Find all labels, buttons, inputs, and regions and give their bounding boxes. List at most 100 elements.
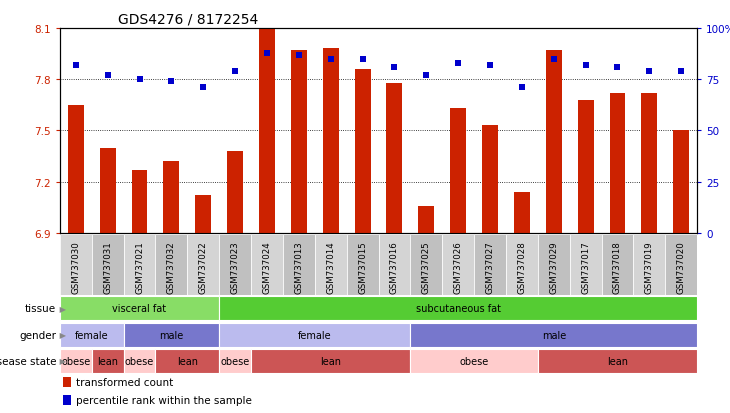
Text: GSM737030: GSM737030 <box>72 241 80 293</box>
Bar <box>546 51 561 233</box>
Bar <box>219 323 410 347</box>
Text: male: male <box>542 330 566 340</box>
Text: GSM737013: GSM737013 <box>294 241 304 293</box>
Point <box>484 62 496 69</box>
Bar <box>63 377 71 387</box>
Text: ▶: ▶ <box>57 330 66 339</box>
Bar <box>68 106 84 233</box>
Bar <box>291 51 307 233</box>
Point <box>70 62 82 69</box>
Point <box>612 64 623 71</box>
Bar <box>259 29 275 233</box>
Bar <box>283 236 315 296</box>
Bar <box>219 297 697 320</box>
Text: GSM737032: GSM737032 <box>167 241 176 293</box>
Bar <box>386 83 402 233</box>
Bar <box>323 49 339 233</box>
Bar <box>665 236 697 296</box>
Bar <box>92 349 123 373</box>
Text: GSM737024: GSM737024 <box>263 241 272 293</box>
Text: GSM737020: GSM737020 <box>677 241 685 293</box>
Bar <box>634 236 665 296</box>
Text: obese: obese <box>459 356 488 366</box>
Bar <box>155 349 219 373</box>
Bar <box>378 236 410 296</box>
Point <box>261 50 273 57</box>
Text: obese: obese <box>125 356 154 366</box>
Bar <box>514 192 530 233</box>
Text: disease state: disease state <box>0 356 56 366</box>
Bar <box>569 236 602 296</box>
Text: GSM737027: GSM737027 <box>485 241 494 293</box>
Point <box>134 77 145 83</box>
Point <box>453 60 464 67</box>
Text: obese: obese <box>61 356 91 366</box>
Point <box>229 69 241 75</box>
Point <box>101 73 113 79</box>
Text: GSM737028: GSM737028 <box>518 241 526 293</box>
Text: GDS4276 / 8172254: GDS4276 / 8172254 <box>118 13 258 27</box>
Bar <box>251 236 283 296</box>
Text: subcutaneous fat: subcutaneous fat <box>415 304 501 314</box>
Bar <box>577 100 593 233</box>
Bar <box>538 236 569 296</box>
Text: gender: gender <box>19 330 56 340</box>
Point <box>293 52 304 59</box>
Point <box>325 56 337 63</box>
Point <box>166 79 177 85</box>
Text: tissue: tissue <box>25 304 56 314</box>
Bar <box>474 236 506 296</box>
Bar <box>410 349 538 373</box>
Bar <box>410 323 697 347</box>
Text: percentile rank within the sample: percentile rank within the sample <box>76 395 252 405</box>
Point <box>548 56 560 63</box>
Text: ▶: ▶ <box>57 356 66 365</box>
Text: female: female <box>298 330 331 340</box>
Bar <box>450 109 466 233</box>
Text: GSM737031: GSM737031 <box>103 241 112 293</box>
Bar <box>642 94 657 233</box>
Bar <box>131 170 147 233</box>
Text: GSM737016: GSM737016 <box>390 241 399 293</box>
Bar <box>123 349 155 373</box>
Bar <box>347 236 378 296</box>
Text: visceral fat: visceral fat <box>112 304 166 314</box>
Bar <box>123 323 219 347</box>
Bar <box>418 206 434 233</box>
Bar <box>100 148 115 233</box>
Text: lean: lean <box>607 356 628 366</box>
Point <box>357 56 369 63</box>
Bar <box>251 349 410 373</box>
Point <box>388 64 400 71</box>
Text: GSM737029: GSM737029 <box>549 241 558 293</box>
Bar <box>60 349 92 373</box>
Text: GSM737025: GSM737025 <box>422 241 431 293</box>
Bar <box>219 236 251 296</box>
Bar <box>410 236 442 296</box>
Text: lean: lean <box>320 356 341 366</box>
Text: female: female <box>75 330 109 340</box>
Bar <box>315 236 347 296</box>
Text: GSM737017: GSM737017 <box>581 241 590 293</box>
Bar <box>60 236 92 296</box>
Bar <box>63 395 71 405</box>
Text: obese: obese <box>220 356 250 366</box>
Bar <box>227 152 243 233</box>
Text: GSM737021: GSM737021 <box>135 241 144 293</box>
Bar <box>196 196 211 233</box>
Bar <box>164 162 180 233</box>
Bar <box>442 236 474 296</box>
Bar <box>92 236 123 296</box>
Text: GSM737019: GSM737019 <box>645 241 654 293</box>
Text: male: male <box>159 330 183 340</box>
Bar <box>60 323 123 347</box>
Bar <box>673 131 689 233</box>
Point <box>516 85 528 92</box>
Point <box>644 69 656 75</box>
Bar <box>355 70 371 233</box>
Bar <box>506 236 538 296</box>
Text: lean: lean <box>97 356 118 366</box>
Bar <box>602 236 634 296</box>
Text: GSM737018: GSM737018 <box>613 241 622 293</box>
Point <box>197 85 209 92</box>
